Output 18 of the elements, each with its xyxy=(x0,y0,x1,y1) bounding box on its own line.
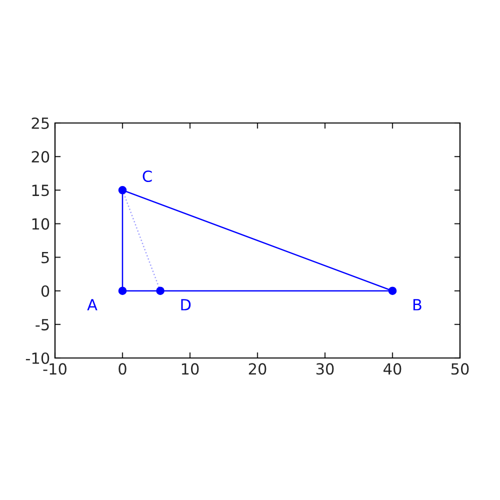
y-tick-label: -5 xyxy=(36,319,49,330)
y-tick-label: 5 xyxy=(42,252,49,264)
y-tick-label: -10 xyxy=(26,352,50,364)
y-tick-label: 20 xyxy=(32,151,50,163)
y-tick-label: 10 xyxy=(32,218,50,230)
annotation: B xyxy=(413,299,422,310)
x-tick-label: 0 xyxy=(118,363,126,375)
x-tick-label: 40 xyxy=(384,363,402,375)
x-tick-label: 30 xyxy=(316,363,334,375)
y-tick-label: 25 xyxy=(32,117,49,130)
annotation: C xyxy=(142,170,152,182)
annotation: D xyxy=(181,299,191,310)
x-tick-label: 10 xyxy=(182,363,199,375)
y-tick-label: 0 xyxy=(41,285,50,297)
x-tick-label: 20 xyxy=(248,363,266,375)
annotation: A xyxy=(87,299,98,310)
x-tick-label: 50 xyxy=(451,363,469,375)
y-tick-label: 15 xyxy=(32,184,49,196)
